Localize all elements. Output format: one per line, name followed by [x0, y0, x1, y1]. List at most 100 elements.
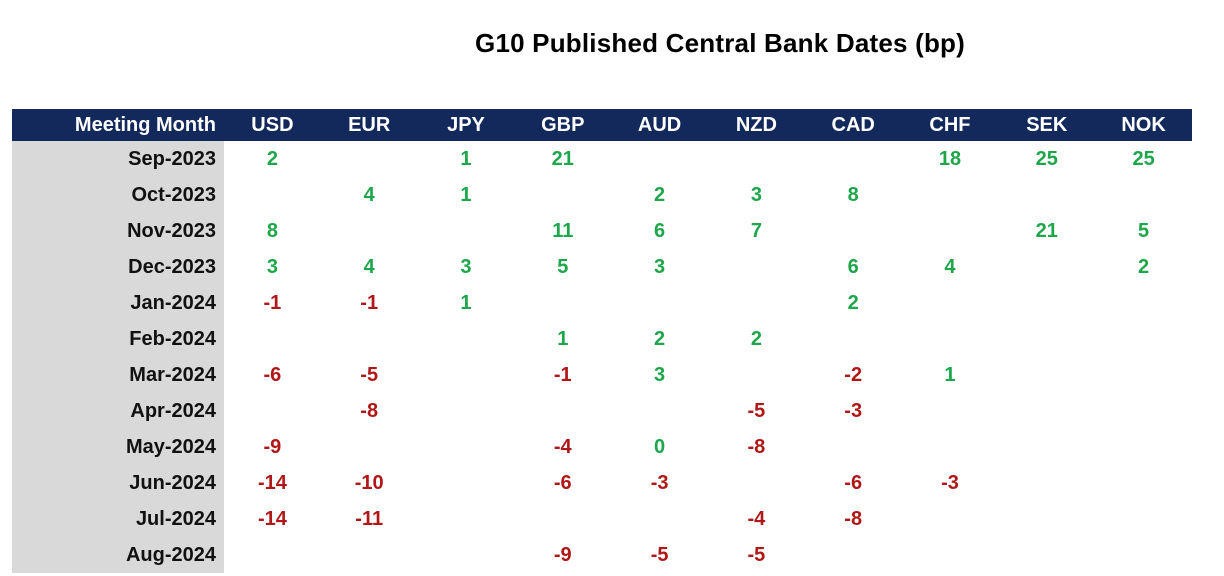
row-month-label: Oct-2023 — [12, 177, 224, 213]
cell-jpy — [418, 465, 515, 501]
column-header-sek: SEK — [1026, 113, 1068, 136]
cell-nzd: 2 — [750, 327, 762, 350]
cell-eur: -10 — [354, 471, 384, 494]
cell-cad: -2 — [844, 363, 863, 386]
cell-chf: 4 — [944, 255, 956, 278]
cell-nzd: 3 — [750, 183, 762, 206]
cell-nok: 25 — [1132, 147, 1155, 170]
cell-sek — [998, 321, 1095, 357]
cell-aud: 2 — [654, 327, 666, 350]
table-row: Mar-2024 -6 -5 -1 3 -2 1 — [12, 357, 1192, 393]
table-body: Sep-2023 2 1 21 18 25 25 Oct-2023 4 1 2 3 8 Nov-2023 8… — [12, 141, 1192, 573]
cell-usd — [224, 321, 321, 357]
cell-eur: -11 — [355, 507, 384, 530]
column-header-nzd: NZD — [735, 113, 777, 136]
column-header-usd: USD — [251, 113, 294, 136]
column-header-nok: NOK — [1121, 113, 1166, 136]
cell-chf — [902, 321, 999, 357]
cell-sek — [998, 465, 1095, 501]
cell-usd: 8 — [266, 219, 278, 242]
cell-nok — [1095, 429, 1192, 465]
cell-usd — [224, 177, 321, 213]
cell-usd: -1 — [263, 291, 282, 314]
cell-usd — [224, 393, 321, 429]
table-row: Jul-2024 -14 -11 -4 -8 — [12, 501, 1192, 537]
column-header-cad: CAD — [831, 113, 875, 136]
cell-sek — [998, 177, 1095, 213]
cell-usd: -9 — [263, 435, 282, 458]
cell-nok — [1095, 465, 1192, 501]
cell-aud: 0 — [654, 435, 666, 458]
cell-sek: 25 — [1035, 147, 1058, 170]
cell-eur: 4 — [363, 255, 375, 278]
cell-nok: 2 — [1138, 255, 1150, 278]
table-row: Jun-2024 -14 -10 -6 -3 -6 -3 — [12, 465, 1192, 501]
cell-chf — [902, 501, 999, 537]
cell-chf — [902, 177, 999, 213]
cell-jpy: 3 — [460, 255, 472, 278]
cell-nok — [1095, 357, 1192, 393]
cell-nzd — [708, 249, 805, 285]
cell-chf: 18 — [938, 147, 962, 170]
cell-chf — [902, 429, 999, 465]
cell-jpy — [418, 213, 515, 249]
cell-cad: -6 — [844, 471, 863, 494]
cell-nzd: -4 — [747, 507, 766, 530]
cell-jpy — [418, 501, 515, 537]
cell-nzd: 7 — [750, 219, 762, 242]
cell-aud — [611, 501, 708, 537]
row-month-label: Jan-2024 — [12, 285, 224, 321]
cell-chf — [902, 393, 999, 429]
cell-gbp — [514, 501, 611, 537]
cell-eur — [321, 213, 418, 249]
cell-nzd — [708, 465, 805, 501]
table-row: Oct-2023 4 1 2 3 8 — [12, 177, 1192, 213]
table-header-row: Meeting Month USD EUR JPY GBP AUD NZD CAD CHF SEK… — [12, 109, 1192, 141]
cell-eur: 4 — [363, 183, 375, 206]
cell-cad: 8 — [847, 183, 859, 206]
table-row: Apr-2024 -8 -5 -3 — [12, 393, 1192, 429]
column-header-eur: EUR — [348, 113, 391, 136]
cell-sek — [998, 357, 1095, 393]
cell-cad — [805, 141, 902, 177]
row-month-label: Mar-2024 — [12, 357, 224, 393]
cell-gbp: 5 — [557, 255, 569, 278]
cell-cad — [805, 321, 902, 357]
cell-nok: 5 — [1138, 219, 1150, 242]
cell-aud — [611, 285, 708, 321]
cell-usd — [224, 537, 321, 573]
cell-chf: -3 — [941, 471, 959, 494]
cell-chf: 1 — [944, 363, 956, 386]
cell-sek — [998, 393, 1095, 429]
table-row: Dec-2023 3 4 3 5 3 6 4 2 — [12, 249, 1192, 285]
cell-chf — [902, 213, 999, 249]
cell-jpy — [418, 357, 515, 393]
row-month-label: Dec-2023 — [12, 249, 224, 285]
column-header-gbp: GBP — [541, 113, 585, 136]
cell-jpy — [418, 393, 515, 429]
cell-nzd: -5 — [747, 543, 766, 566]
cell-usd: 3 — [266, 255, 278, 278]
column-header-meeting-month: Meeting Month — [74, 113, 216, 136]
row-month-label: Nov-2023 — [12, 213, 224, 249]
row-month-label: Sep-2023 — [12, 141, 224, 177]
cell-aud — [611, 141, 708, 177]
cell-gbp: -9 — [553, 543, 572, 566]
cell-jpy: 1 — [460, 147, 472, 170]
cell-jpy — [418, 429, 515, 465]
cell-gbp: -6 — [553, 471, 572, 494]
cell-chf — [902, 537, 999, 573]
cell-aud: 2 — [654, 183, 666, 206]
cell-jpy — [418, 321, 515, 357]
cell-eur — [321, 537, 418, 573]
cell-jpy: 1 — [460, 291, 472, 314]
cell-gbp — [514, 285, 611, 321]
row-month-label: May-2024 — [12, 429, 224, 465]
cell-chf — [902, 285, 999, 321]
cell-cad — [805, 213, 902, 249]
chart-title: G10 Published Central Bank Dates (bp) — [475, 28, 965, 58]
row-month-label: Jul-2024 — [12, 501, 224, 537]
cell-nok — [1095, 393, 1192, 429]
cell-aud: 3 — [654, 363, 666, 386]
cell-nok — [1095, 285, 1192, 321]
